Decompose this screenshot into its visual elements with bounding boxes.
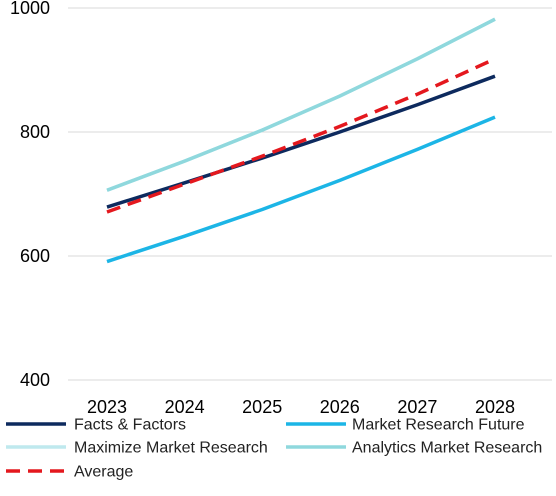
legend-label-maximize-market-research: Maximize Market Research: [74, 440, 268, 457]
x-tick-label: 2028: [475, 397, 515, 417]
x-axis-ticks: 2023 2024 2025 2026 2027 2028: [87, 397, 515, 417]
x-tick-label: 2027: [397, 397, 437, 417]
x-tick-label: 2025: [242, 397, 282, 417]
x-tick-label: 2024: [165, 397, 205, 417]
series-line-facts-factors: [106, 74, 496, 209]
series-line-analytics-market-research: [106, 17, 496, 192]
series-line-maximize-market-research: [106, 17, 496, 192]
series-line-average: [106, 57, 496, 214]
y-axis-ticks: 400 600 800 1000: [10, 0, 50, 390]
y-tick-label: 600: [20, 246, 50, 266]
legend: Facts & Factors Market Research Future Max…: [6, 417, 542, 481]
legend-label-market-research-future: Market Research Future: [352, 417, 525, 434]
y-tick-label: 1000: [10, 0, 50, 18]
x-tick-label: 2023: [87, 397, 127, 417]
y-tick-label: 800: [20, 122, 50, 142]
series-line-market-research-future: [106, 115, 496, 264]
y-tick-label: 400: [20, 370, 50, 390]
legend-label-facts-factors: Facts & Factors: [74, 417, 186, 434]
x-tick-label: 2026: [320, 397, 360, 417]
legend-label-analytics-market-research: Analytics Market Research: [352, 440, 542, 457]
gridlines: [68, 7, 552, 381]
series-lines: [106, 17, 496, 264]
legend-label-average: Average: [74, 464, 133, 481]
